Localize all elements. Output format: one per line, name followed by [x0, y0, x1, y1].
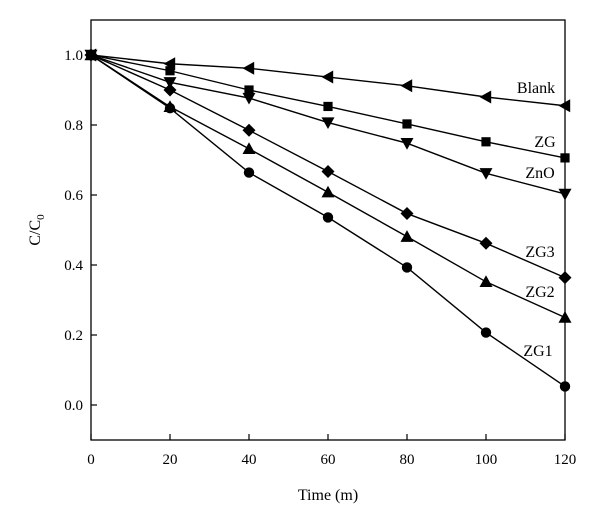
series-layer: Blank ZG ZnO ZG3 ZG2 ZG1: [84, 48, 572, 392]
data-point: [163, 77, 177, 89]
y-tick-label: 0.4: [64, 258, 83, 274]
x-tick-label: 20: [163, 452, 178, 468]
data-point: [479, 236, 493, 250]
series-label: Blank: [517, 80, 555, 97]
series-label: ZG2: [525, 284, 554, 301]
data-point: [164, 103, 176, 114]
data-point: [559, 381, 571, 392]
data-point: [321, 70, 334, 84]
series-zg3: ZG3: [84, 48, 572, 285]
series-blank: Blank: [84, 48, 571, 113]
y-tick-label: 1.0: [64, 48, 83, 64]
x-tick-label: 100: [475, 452, 498, 468]
x-tick-label: 40: [242, 452, 257, 468]
x-tick-label: 60: [321, 452, 336, 468]
data-point: [400, 230, 414, 242]
series-label: ZG: [534, 134, 556, 151]
data-point: [400, 207, 414, 221]
data-point: [479, 275, 493, 287]
data-point: [560, 153, 570, 163]
data-point: [242, 92, 256, 105]
y-tick-label: 0.8: [64, 118, 83, 134]
series-zg1: ZG1: [85, 49, 571, 392]
series-zg2: ZG2: [84, 48, 572, 323]
data-point: [322, 212, 334, 223]
data-point: [321, 185, 335, 198]
data-point: [558, 99, 571, 113]
x-tick-label: 120: [554, 452, 577, 468]
data-point: [244, 85, 254, 95]
data-point: [402, 119, 412, 129]
data-point: [242, 142, 256, 154]
data-point: [558, 188, 572, 201]
data-point: [163, 83, 177, 97]
data-point: [242, 123, 256, 137]
data-point: [165, 66, 175, 76]
series-label: ZnO: [525, 165, 554, 182]
x-tick-label: 80: [400, 452, 415, 468]
data-point: [400, 79, 413, 93]
data-point: [558, 271, 572, 285]
data-point: [321, 165, 335, 179]
data-point: [323, 101, 333, 112]
data-point: [243, 167, 255, 178]
data-point: [558, 311, 572, 323]
y-axis-label-main: C/C: [27, 220, 44, 246]
axis-ticks: 0 20 40 60 80 100 120 0.0 0.2 0.4 0.6 0.8 1.0: [64, 48, 576, 468]
data-point: [321, 117, 335, 130]
x-axis-label: Time (m): [298, 487, 358, 504]
data-point: [85, 49, 97, 61]
y-axis-label: C/C0: [27, 214, 47, 246]
x-tick-label: 0: [87, 452, 95, 468]
series-label: ZG1: [523, 343, 552, 360]
data-point: [479, 168, 493, 180]
plot-frame: [90, 19, 566, 441]
series-zg: ZG: [86, 50, 570, 163]
data-point: [479, 90, 492, 104]
series-label: ZG3: [525, 244, 554, 261]
data-point: [481, 137, 491, 147]
y-tick-label: 0.0: [64, 398, 83, 414]
data-point: [480, 327, 492, 338]
y-tick-label: 0.6: [64, 188, 83, 204]
y-tick-label: 0.2: [64, 328, 83, 344]
data-point: [242, 61, 255, 75]
data-point: [401, 262, 413, 273]
data-point: [400, 138, 414, 150]
y-axis-label-sub: 0: [35, 214, 47, 220]
